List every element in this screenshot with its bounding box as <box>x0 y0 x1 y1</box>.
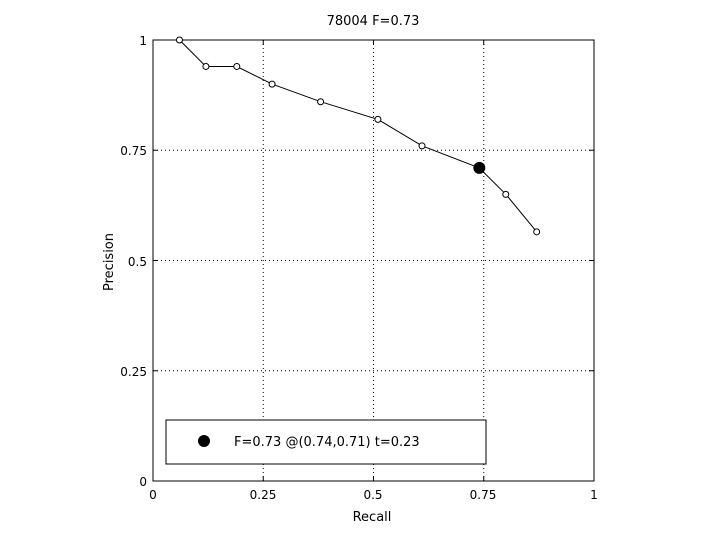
data-point <box>533 228 541 236</box>
y-tick-label: 0.5 <box>128 255 147 269</box>
grid-lines <box>153 40 594 481</box>
plot-frame <box>152 39 595 482</box>
chart-title: 78004 F=0.73 <box>327 14 420 29</box>
x-tick-label: 0 <box>149 488 157 502</box>
legend: F=0.73 @(0.74,0.71) t=0.23 <box>165 419 487 465</box>
y-tick-label: 0.25 <box>120 365 147 379</box>
y-tick-label: 0 <box>139 475 147 489</box>
data-point <box>175 36 183 44</box>
data-point <box>502 190 510 198</box>
x-tick-label: 0.5 <box>363 488 382 502</box>
x-axis-label: Recall <box>353 510 392 525</box>
legend-box <box>165 419 487 465</box>
x-tick-label: 1 <box>590 488 598 502</box>
data-point <box>233 62 241 70</box>
legend-marker <box>198 435 210 447</box>
y-tick-label: 1 <box>139 34 147 48</box>
y-tick-label: 0.75 <box>120 144 147 158</box>
legend-label: F=0.73 @(0.74,0.71) t=0.23 <box>234 435 420 450</box>
data-point <box>202 62 210 70</box>
data-point <box>374 115 382 123</box>
data-point <box>418 142 426 150</box>
series-precision-recall <box>175 36 541 236</box>
data-point <box>268 80 276 88</box>
x-tick-labels: 0 0.25 0.5 0.75 1 <box>149 488 598 502</box>
series-line <box>179 39 538 233</box>
data-point <box>317 98 325 106</box>
y-axis-label: Precision <box>102 233 117 291</box>
y-tick-labels: 0 0.25 0.5 0.75 1 <box>120 34 147 489</box>
x-tick-label: 0.25 <box>250 488 277 502</box>
x-tick-label: 0.75 <box>470 488 497 502</box>
best-f-point <box>473 161 486 174</box>
